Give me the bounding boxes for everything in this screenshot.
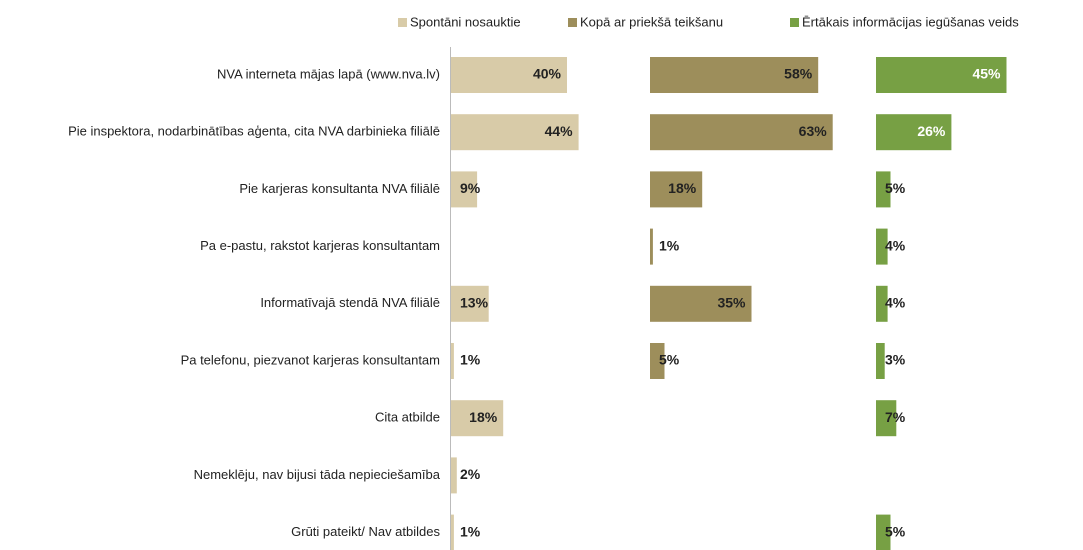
category-label: Cita atbilde [375,410,440,425]
bar [876,171,891,208]
value-label: 13% [460,295,489,311]
value-label: 3% [885,352,906,368]
legend-swatch [568,18,577,27]
value-label: 26% [917,123,946,139]
category-label: Grūti pateikt/ Nav atbildes [291,524,440,539]
bar [876,285,888,322]
bar [876,343,885,379]
value-label: 58% [784,66,813,82]
legend-swatch [790,18,799,27]
bar [451,171,478,208]
bar [451,400,504,437]
bar [451,457,457,494]
value-label: 5% [659,352,680,368]
value-label: 5% [885,180,906,196]
bar [451,285,489,322]
category-label: Pie karjeras konsultanta NVA filiālē [239,181,440,196]
bar [650,114,833,151]
value-label: 18% [668,180,697,196]
bar [451,114,579,151]
value-label: 1% [460,352,481,368]
bar [876,400,897,437]
category-label: Pa e-pastu, rakstot karjeras konsultanta… [200,238,440,253]
value-label: 40% [533,66,562,82]
bar [451,57,567,93]
category-label: NVA interneta mājas lapā (www.nva.lv) [217,66,440,81]
value-label: 2% [460,466,481,482]
bar [650,171,703,208]
bar [451,514,454,550]
value-label: 18% [469,409,498,425]
value-label: 4% [885,237,906,253]
bar [876,514,891,550]
bar [650,228,653,265]
category-label: Pa telefonu, piezvanot karjeras konsulta… [181,352,440,367]
legend-label: Kopā ar priekšā teikšanu [580,14,723,29]
category-label: Informatīvajā stendā NVA filiālē [260,295,440,310]
bar [650,57,819,93]
bar [876,114,952,151]
bar [650,285,752,322]
category-label: Nemeklēju, nav bijusi tāda nepieciešamīb… [194,467,441,482]
value-label: 44% [545,123,574,139]
value-label: 4% [885,295,906,311]
bar [451,343,454,379]
value-label: 5% [885,523,906,539]
value-label: 7% [885,409,906,425]
value-label: 63% [799,123,828,139]
value-label: 1% [659,237,680,253]
bar [876,57,1007,93]
bar [876,228,888,265]
value-label: 35% [717,295,746,311]
category-label: Pie inspektora, nodarbinātības aģenta, c… [68,124,440,139]
legend-label: Spontāni nosauktie [410,14,521,29]
legend-swatch [398,18,407,27]
legend-label: Ērtākais informācijas iegūšanas veids [802,14,1019,29]
value-label: 9% [460,180,481,196]
bar [650,343,665,379]
value-label: 1% [460,523,481,539]
value-label: 45% [972,66,1001,82]
